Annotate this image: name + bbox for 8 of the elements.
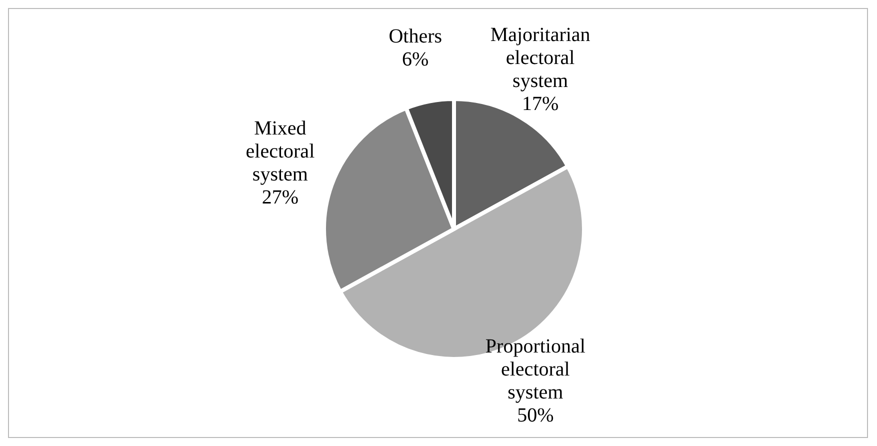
slice-label: Mixed electoral system [246, 118, 316, 186]
data-label: 17% [522, 93, 559, 116]
slice-label: Others [388, 25, 442, 48]
data-label: 50% [517, 404, 554, 427]
slice-label: Proportional electoral system [485, 336, 586, 404]
data-label: 6% [402, 48, 429, 70]
slice-label: Majoritarian electoral system [490, 24, 590, 92]
data-label: 27% [262, 186, 299, 209]
